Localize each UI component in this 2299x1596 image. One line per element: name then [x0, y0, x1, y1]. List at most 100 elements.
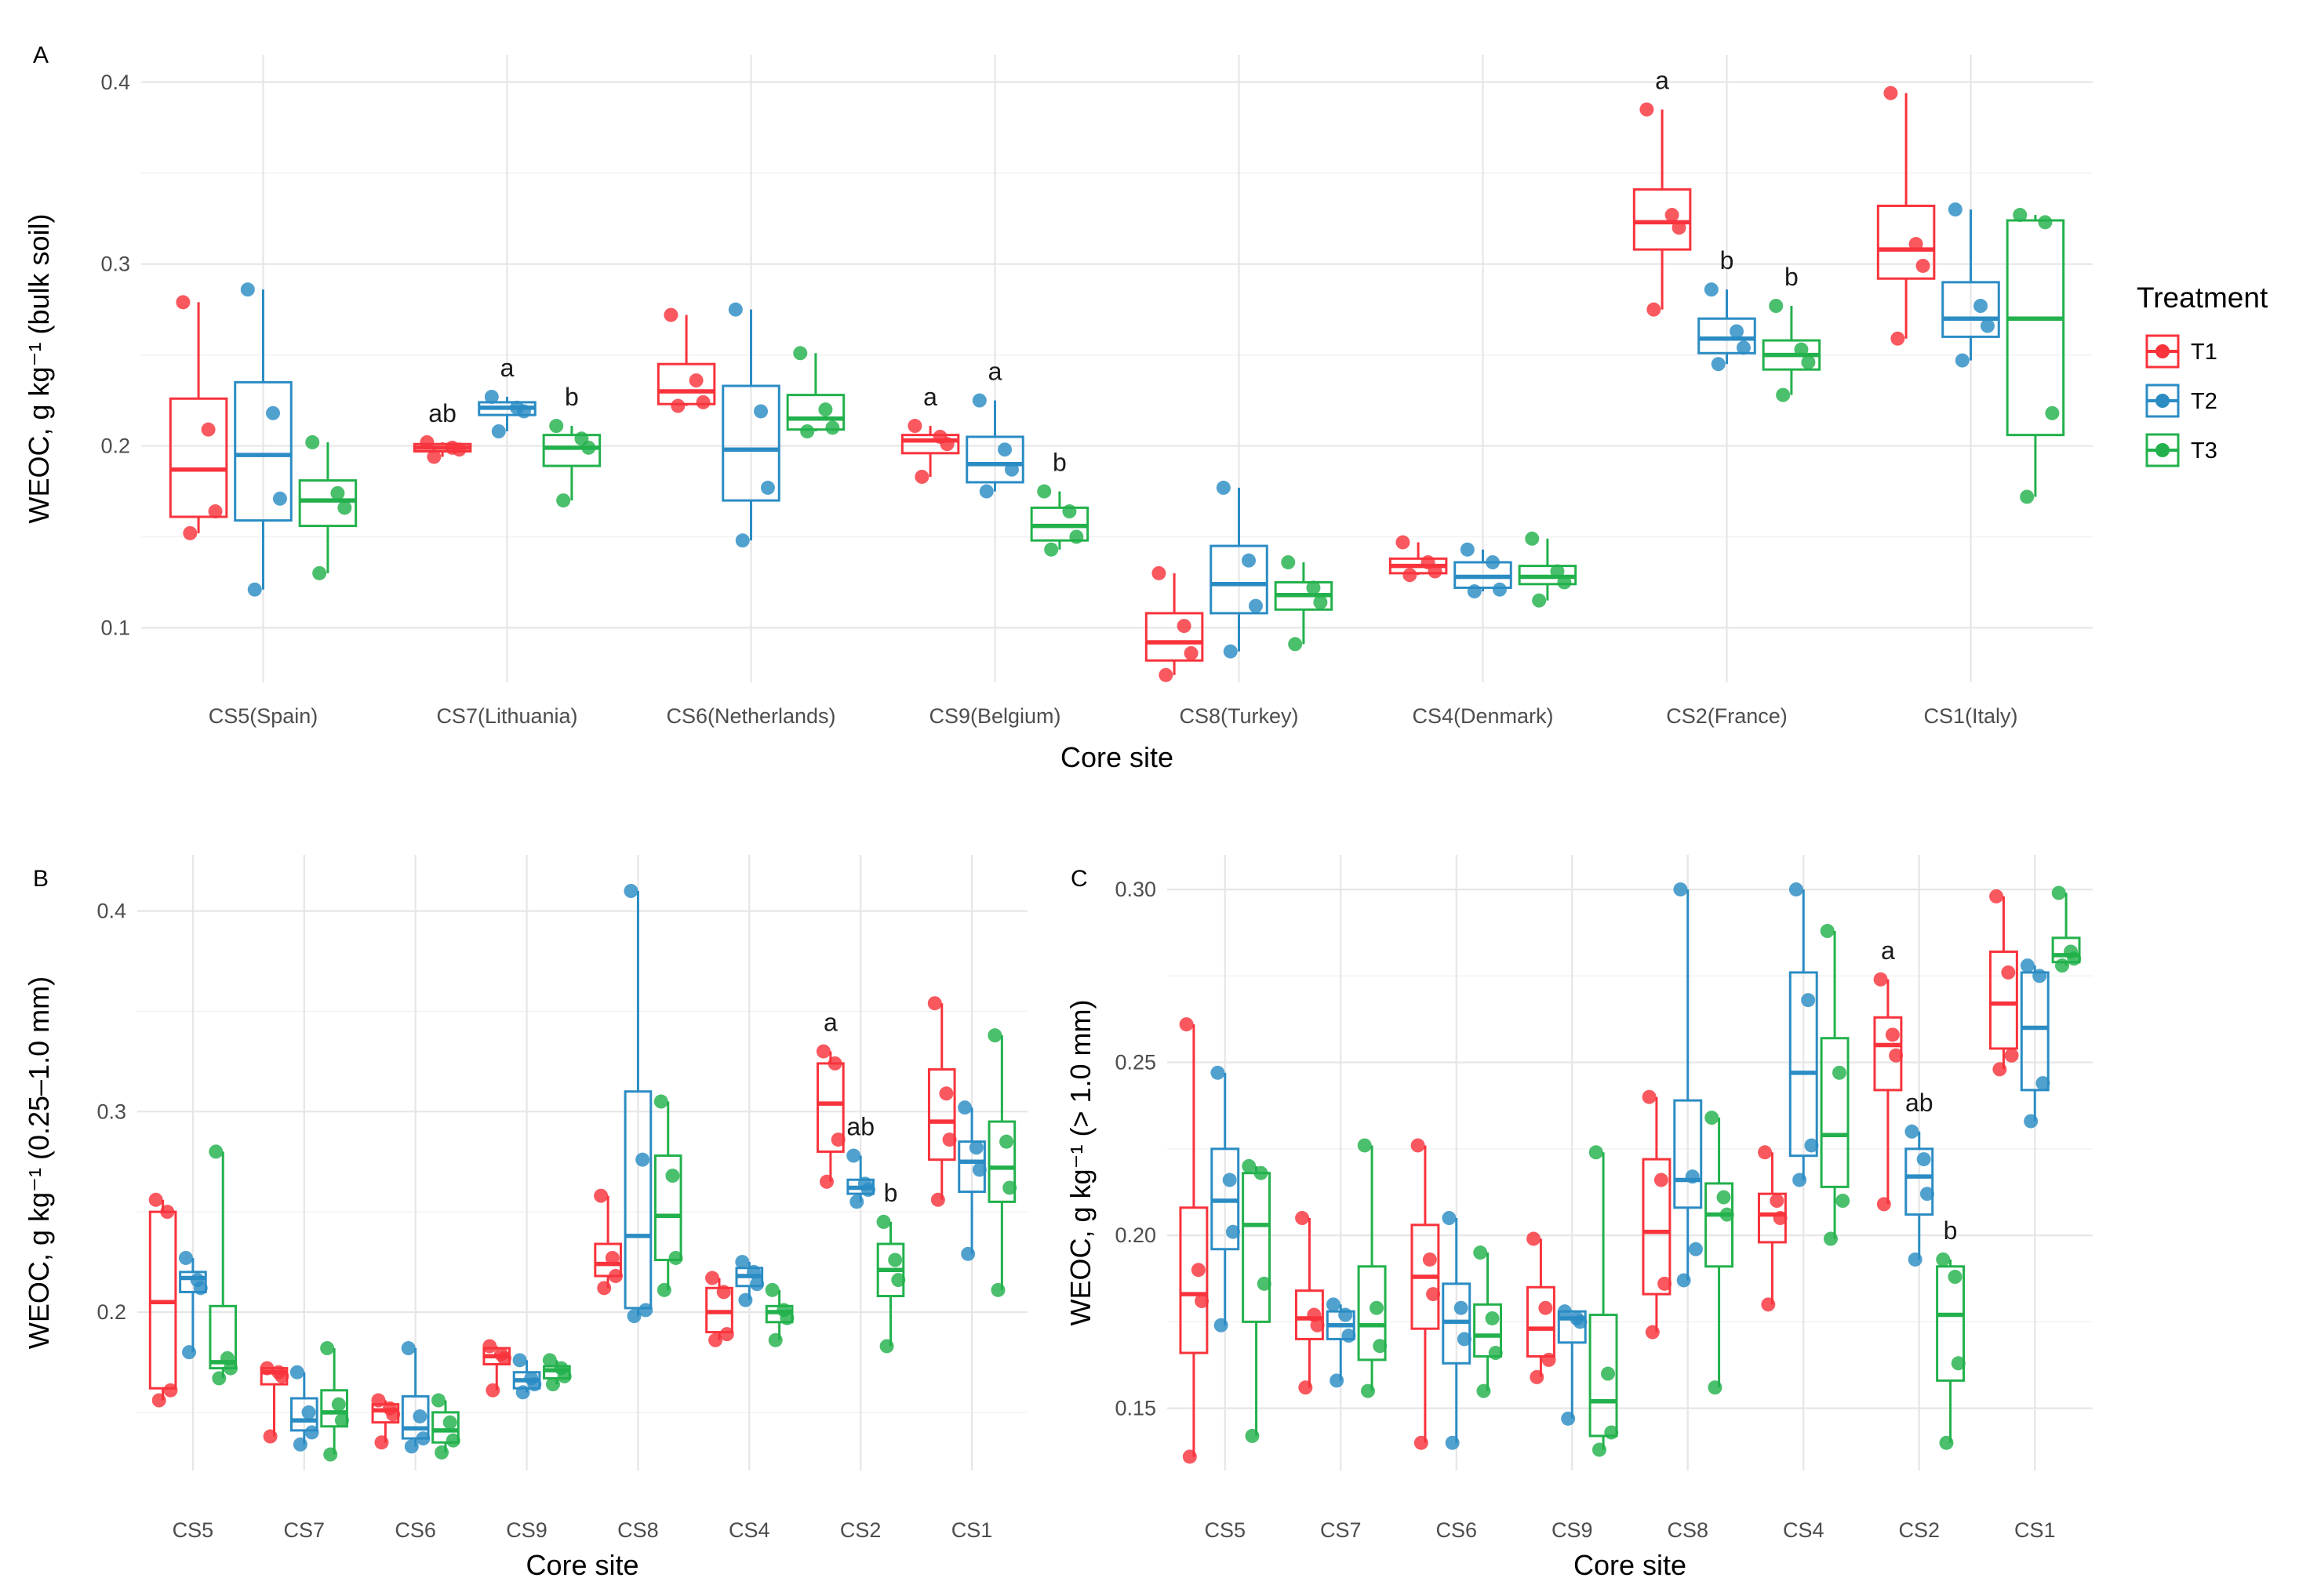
significance-letter: ab [1905, 1089, 1933, 1117]
box-iqr [1936, 1265, 1966, 1382]
data-point [1642, 1089, 1657, 1104]
data-point [208, 504, 223, 519]
data-point [1801, 993, 1816, 1008]
box-iqr [657, 362, 716, 405]
data-point [330, 485, 345, 500]
box-iqr [966, 435, 1024, 484]
data-point [2067, 951, 2082, 966]
box-iqr [1632, 188, 1692, 251]
boxplot-t3 [786, 346, 846, 438]
data-point [1326, 1297, 1340, 1312]
data-point [160, 1205, 175, 1220]
boxplot-t1 [1179, 1017, 1210, 1464]
data-point [272, 491, 287, 506]
data-point [247, 582, 262, 597]
x-tick-label: CS4 [729, 1518, 770, 1542]
data-point [527, 1377, 542, 1392]
data-point [972, 1162, 987, 1177]
box-iqr [988, 1120, 1017, 1203]
boxplot-t1 [260, 1361, 289, 1444]
data-point [549, 419, 564, 434]
data-point [427, 449, 442, 464]
boxplot-t1 [482, 1339, 512, 1398]
data-point [183, 525, 198, 540]
x-axis-title: Core site [526, 1549, 638, 1581]
significance-letter: b [1720, 246, 1734, 274]
significance-letter: b [1784, 263, 1799, 291]
data-point [293, 1437, 307, 1452]
data-point [1191, 1263, 1206, 1278]
data-point [1457, 1332, 1471, 1347]
x-tick-label: CS8(Turkey) [1179, 704, 1298, 728]
box-iqr [298, 479, 358, 528]
data-point [1873, 972, 1888, 987]
boxplot-t1: a [1873, 936, 1904, 1212]
box-iqr [722, 384, 780, 502]
boxplot-t3 [1274, 554, 1333, 652]
data-point [1242, 1158, 1257, 1173]
boxplot-t1: a [900, 383, 960, 484]
data-point [1688, 1242, 1703, 1256]
box-iqr [1210, 544, 1268, 615]
boxplot-t2 [624, 884, 653, 1324]
significance-letter: ab [428, 399, 457, 427]
x-tick-label: CS2 [840, 1518, 882, 1542]
data-point [1182, 1449, 1197, 1464]
significance-letter: a [1881, 936, 1895, 965]
data-point [1876, 1197, 1891, 1212]
boxplot-t1 [1642, 1089, 1672, 1340]
boxplot-t1 [371, 1393, 401, 1450]
data-point [1002, 1180, 1017, 1195]
data-point [1253, 1165, 1268, 1180]
data-point [765, 1282, 780, 1297]
data-point [1413, 1435, 1428, 1450]
x-tick-label: CS4(Denmark) [1412, 704, 1553, 728]
data-point [991, 1282, 1006, 1297]
data-point [597, 1281, 612, 1296]
data-point [605, 1250, 620, 1265]
data-point [512, 1353, 527, 1368]
data-point [1538, 1300, 1553, 1315]
boxplot-t3 [431, 1393, 460, 1460]
data-point [148, 1192, 163, 1207]
data-point [1708, 1380, 1722, 1395]
data-point [1835, 1194, 1850, 1209]
data-point [1645, 1325, 1660, 1340]
data-point [1395, 535, 1410, 550]
data-point [860, 1183, 875, 1198]
data-point [608, 1268, 623, 1283]
data-point [979, 484, 994, 499]
data-point [738, 1292, 753, 1307]
legend-key-dot [2155, 394, 2170, 408]
significance-letter: b [565, 383, 579, 411]
data-point [1422, 1252, 1437, 1267]
data-point [446, 1433, 460, 1448]
data-point [1704, 282, 1719, 297]
box-iqr [1179, 1206, 1209, 1354]
data-point [1467, 584, 1482, 599]
box-iqr [179, 1271, 207, 1293]
boxplot-t3: b [1936, 1216, 1966, 1450]
legend-key-dot [2155, 344, 2170, 358]
significance-letter: a [988, 358, 1002, 386]
data-point [747, 1264, 762, 1279]
data-point [1955, 353, 1970, 368]
x-tick-label: CS7 [284, 1518, 326, 1542]
box-iqr [1557, 1310, 1587, 1344]
y-tick-label: 0.15 [1115, 1397, 1156, 1420]
data-point [961, 1246, 976, 1261]
data-point [1730, 324, 1744, 339]
data-point [2045, 405, 2060, 420]
boxplot-t2 [1442, 1211, 1471, 1450]
boxplot-t1 [169, 295, 228, 540]
data-point [1761, 1297, 1776, 1312]
box-iqr [1473, 1303, 1503, 1358]
boxplot-t3 [1820, 924, 1850, 1246]
data-point [1313, 594, 1328, 609]
data-point [1485, 1311, 1500, 1325]
y-tick-label: 0.3 [96, 1100, 126, 1123]
boxplot-t1 [594, 1188, 623, 1296]
data-point [1794, 342, 1809, 357]
data-point [1445, 1435, 1460, 1450]
data-point [1037, 484, 1052, 499]
